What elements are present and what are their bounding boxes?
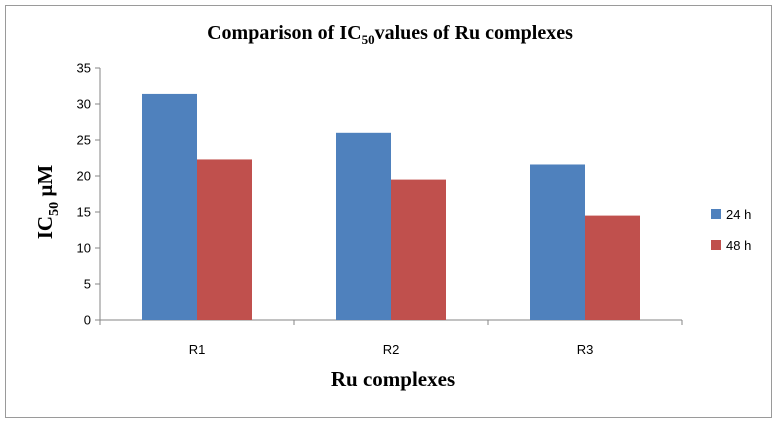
y-tick-label: 10	[77, 241, 91, 256]
x-tick-label: R2	[383, 342, 400, 357]
bar-r2-series-1	[336, 132, 391, 320]
bar-r2-series-2	[391, 179, 446, 320]
y-tick-label: 25	[77, 133, 91, 148]
chart-title-suffix: values of Ru complexes	[375, 22, 574, 44]
bar-r3-series-1	[530, 164, 585, 320]
legend: 24 h 48 h	[711, 207, 751, 253]
x-tick-label: R1	[189, 342, 206, 357]
plot-area: 0 5 10 15 20 25 30 35 R1 R2 R3	[77, 61, 683, 357]
y-axis-title-suffix: µM	[33, 165, 57, 202]
y-tick-label: 15	[77, 205, 91, 220]
legend-label: 24 h	[726, 207, 751, 222]
y-tick-label: 5	[84, 277, 91, 292]
chart-title-subscript: 50	[362, 32, 375, 47]
y-tick-label: 35	[77, 61, 91, 76]
legend-swatch	[711, 209, 721, 219]
y-tick-label: 30	[77, 97, 91, 112]
y-tick-label: 20	[77, 169, 91, 184]
chart-title-prefix: Comparison of IC	[207, 22, 361, 44]
bar-r1-series-1	[142, 93, 197, 320]
y-axis-title-prefix: IC	[33, 216, 57, 239]
bar-r3-series-2	[585, 215, 640, 320]
chart-title: Comparison of IC50values of Ru complexes	[207, 22, 573, 47]
x-axis-title: Ru complexes	[331, 367, 455, 391]
y-axis-title-subscript: 50	[47, 202, 62, 216]
x-tick-label: R3	[577, 342, 594, 357]
y-tick-label: 0	[84, 313, 91, 328]
legend-swatch	[711, 240, 721, 250]
chart-frame: Comparison of IC50values of Ru complexes…	[5, 5, 772, 418]
bar-r1-series-2	[197, 159, 252, 320]
bar-chart: Comparison of IC50values of Ru complexes…	[33, 22, 751, 391]
legend-label: 48 h	[726, 238, 751, 253]
y-axis-title: IC50 µM	[33, 165, 62, 240]
